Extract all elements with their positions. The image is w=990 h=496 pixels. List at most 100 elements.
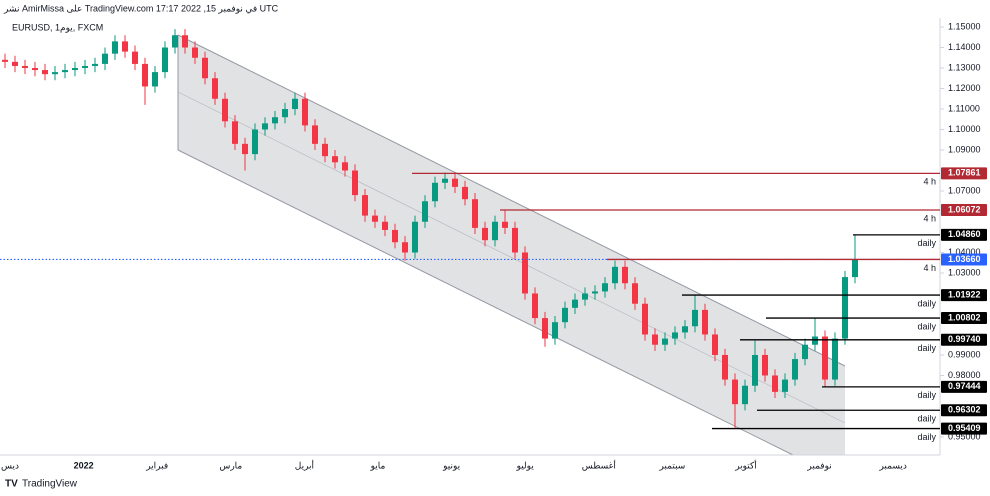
candle-body	[672, 332, 678, 339]
candle-body	[132, 51, 138, 64]
y-tick-label: 0.98000	[948, 370, 981, 380]
candle-body	[522, 252, 528, 294]
candle-body	[162, 47, 168, 73]
candle-body	[32, 68, 38, 71]
candle-body	[832, 338, 838, 380]
candle-body	[512, 227, 518, 253]
candle-body	[52, 72, 58, 75]
candle-body	[752, 354, 758, 386]
candle-body	[302, 98, 308, 126]
candle-body	[142, 63, 148, 87]
symbol: EURUSD, يوم1, FXCM	[12, 22, 103, 33]
candle-body	[382, 221, 388, 230]
candle-body	[822, 336, 828, 380]
price-badge	[941, 167, 987, 180]
price-badge	[941, 289, 987, 302]
candle-body	[12, 61, 18, 66]
x-tick-label: مايو	[370, 460, 386, 471]
candle-body	[812, 336, 818, 345]
candle-body	[352, 170, 358, 196]
candle-body	[852, 259, 858, 278]
candle-body	[192, 47, 198, 58]
candle-body	[112, 41, 118, 54]
candle-body	[442, 178, 448, 183]
candle-body	[282, 109, 288, 118]
y-tick-label: 0.99000	[948, 349, 981, 359]
candle-body	[722, 354, 728, 380]
price-badge	[941, 380, 987, 393]
candle-body	[292, 98, 298, 110]
y-tick-label: 1.10000	[948, 124, 981, 134]
candle-body	[742, 385, 748, 405]
candle-body	[212, 78, 218, 99]
candle-body	[782, 379, 788, 392]
price-badge-label: 1.01922	[948, 289, 981, 299]
candle-body	[542, 318, 548, 339]
candle-body	[432, 182, 438, 202]
candle-body	[762, 354, 768, 376]
candle-body	[122, 41, 128, 52]
x-tick-label: ديسمبر	[878, 460, 906, 471]
y-tick-label: 1.12000	[948, 83, 981, 93]
brand: TradingView	[22, 479, 78, 490]
candle-body	[592, 291, 598, 294]
price-badge-label: 0.97444	[948, 381, 981, 391]
y-tick-label: 1.14000	[948, 42, 981, 52]
candle-body	[622, 266, 628, 284]
level-note: daily	[917, 343, 936, 353]
price-badge-label: 1.07861	[948, 168, 981, 178]
candle-body	[552, 322, 558, 339]
candle-body	[492, 221, 498, 241]
price-badge	[941, 228, 987, 241]
candle-body	[472, 199, 478, 228]
candle-body	[72, 68, 78, 71]
level-note: daily	[917, 298, 936, 308]
candle-body	[342, 162, 348, 171]
x-tick-label: فبراير	[145, 460, 168, 471]
x-tick-label: نوفمبر	[806, 460, 831, 471]
candle-body	[702, 309, 708, 335]
candle-body	[172, 35, 178, 48]
candle-body	[222, 98, 228, 122]
level-note: daily	[917, 238, 936, 248]
candle-body	[802, 344, 808, 360]
candle-body	[692, 309, 698, 327]
candle-body	[712, 334, 718, 355]
candle-body	[82, 65, 88, 69]
x-tick-label: أغسطس	[582, 458, 616, 471]
x-tick-label: أكتوبر	[734, 458, 757, 471]
x-tick-label: ديس	[1, 460, 19, 471]
candle-body	[362, 195, 368, 216]
x-tick-label: يوليو	[516, 460, 535, 471]
candle-body	[582, 293, 588, 300]
candle-body	[402, 242, 408, 253]
candle-body	[662, 338, 668, 345]
price-badge-label: 1.03660	[948, 254, 981, 264]
price-badge	[941, 404, 987, 417]
candle-body	[842, 277, 848, 339]
candle-body	[772, 375, 778, 392]
candle-body	[502, 221, 508, 228]
price-badge	[941, 333, 987, 346]
x-tick-label: يونيو	[442, 460, 461, 471]
y-tick-label: 1.03000	[948, 267, 981, 277]
candle-body	[482, 227, 488, 241]
candle-body	[312, 125, 318, 144]
price-badge-label: 0.96302	[948, 405, 981, 415]
level-note: daily	[917, 432, 936, 442]
candle-body	[642, 303, 648, 335]
y-tick-label: 0.95000	[948, 431, 981, 441]
price-badge-label: 0.99740	[948, 334, 981, 344]
candle-body	[332, 156, 338, 163]
x-tick-label: أبريل	[295, 458, 314, 471]
candle-body	[92, 63, 98, 66]
candle-body	[2, 59, 8, 62]
candle-body	[152, 72, 158, 87]
candle-body	[632, 283, 638, 304]
price-badge-label: 0.95409	[948, 423, 981, 433]
channel	[178, 35, 845, 455]
candle-body	[452, 178, 458, 187]
published-note: نشر AmirMissa على TradingView.com في نوف…	[3, 3, 279, 14]
candle-body	[102, 53, 108, 64]
level-note: daily	[917, 321, 936, 331]
